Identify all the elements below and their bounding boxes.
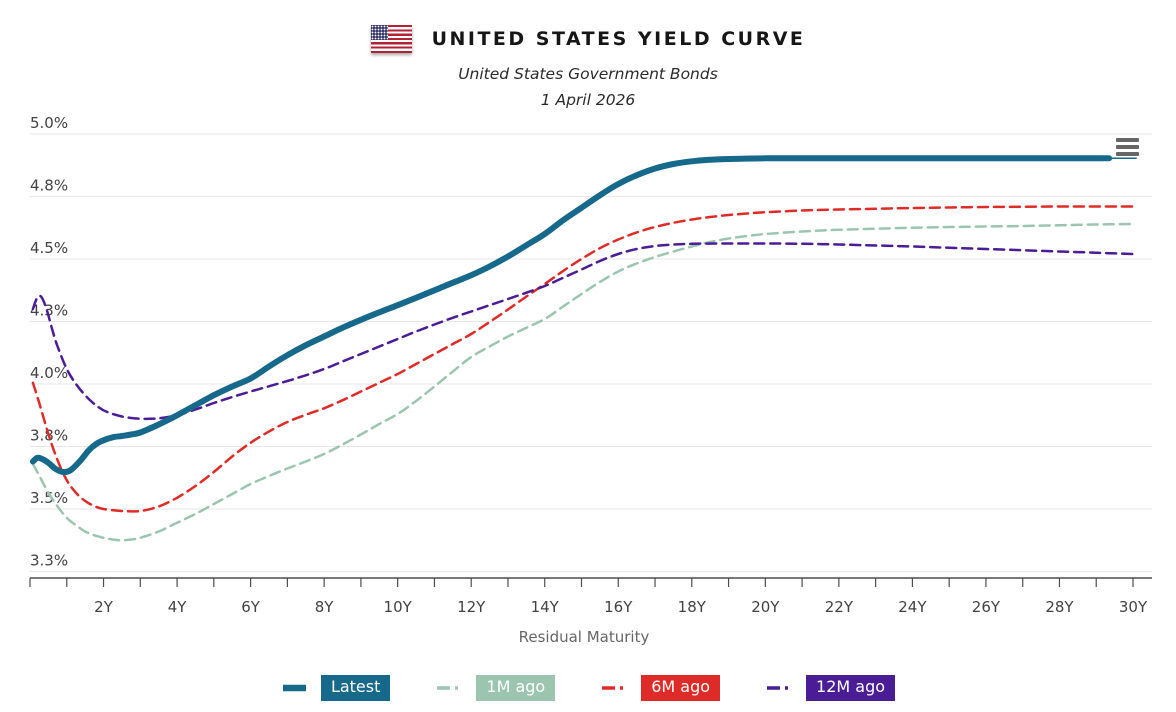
series-line-12m-ago[interactable] (31, 242, 1135, 421)
series-line-6m-ago[interactable] (31, 205, 1135, 513)
legend-swatch-dash-dot-line-icon (602, 686, 629, 690)
legend-swatch-solid-line-icon (282, 684, 306, 692)
chart-header: UNITED STATES YIELD CURVE United States … (0, 22, 1176, 109)
legend-item-6m-ago[interactable]: 6M ago (601, 675, 721, 701)
y-axis-tick-label: 5.0% (30, 114, 68, 132)
legend-label: 1M ago (476, 675, 556, 701)
chart-subtitle: United States Government Bonds (458, 65, 718, 83)
legend-label: 6M ago (641, 675, 721, 701)
y-axis-tick-label: 3.3% (30, 552, 68, 570)
x-axis-tick-label: 18Y (678, 598, 707, 616)
y-axis-tick-label: 3.5% (30, 489, 68, 507)
us-flag-icon (370, 25, 412, 53)
hamburger-menu-icon (1116, 138, 1139, 142)
y-axis-tick-label: 4.0% (30, 364, 68, 382)
x-axis-tick-label: 20Y (751, 598, 780, 616)
legend-item-1m-ago[interactable]: 1M ago (436, 675, 556, 701)
page-title: UNITED STATES YIELD CURVE (431, 28, 806, 50)
x-axis-tick-label: 4Y (168, 598, 188, 616)
x-axis-tick-label: 28Y (1045, 598, 1074, 616)
hamburger-menu-icon (1116, 145, 1139, 149)
x-axis-tick-label: 6Y (241, 598, 261, 616)
x-axis-tick-label: 10Y (384, 598, 413, 616)
legend-swatch-dash-dot-line-icon (437, 686, 464, 690)
x-axis-tick-label: 12Y (457, 598, 486, 616)
x-axis-tick-label: 16Y (604, 598, 633, 616)
y-axis-tick-label: 4.8% (30, 177, 68, 195)
x-axis-tick-label: 2Y (94, 598, 114, 616)
chart-legend: Latest 1M ago 6M ago 12M ago (0, 675, 1176, 701)
legend-swatch-dash-dot-line-icon (767, 686, 794, 690)
legend-label: 12M ago (806, 675, 896, 701)
y-axis-tick-label: 4.5% (30, 239, 68, 257)
series-line-latest[interactable] (29, 155, 1113, 476)
series-line-1m-ago[interactable] (31, 222, 1135, 542)
legend-label: Latest (320, 675, 391, 701)
chart-context-menu-button[interactable] (1116, 138, 1139, 159)
legend-item-12m-ago[interactable]: 12M ago (766, 675, 896, 701)
x-axis-tick-label: 14Y (531, 598, 560, 616)
x-axis-tick-label: 22Y (825, 598, 854, 616)
x-axis-tick-label: 26Y (972, 598, 1001, 616)
hamburger-menu-icon (1116, 152, 1139, 156)
y-axis-tick-label: 4.3% (30, 302, 68, 320)
x-axis-tick-label: 8Y (315, 598, 335, 616)
legend-item-latest[interactable]: Latest (281, 675, 391, 701)
x-axis-tick-label: 24Y (898, 598, 927, 616)
yield-curve-chart: 5.0%4.8%4.5%4.3%4.0%3.8%3.5%3.3%2Y 4Y 6Y 8Y… (29, 114, 1152, 646)
chart-date: 1 April 2026 (540, 91, 636, 109)
us-flag-canton (370, 25, 388, 40)
x-axis-title: Residual Maturity (519, 628, 650, 646)
x-axis-tick-label: 30Y (1119, 598, 1148, 616)
